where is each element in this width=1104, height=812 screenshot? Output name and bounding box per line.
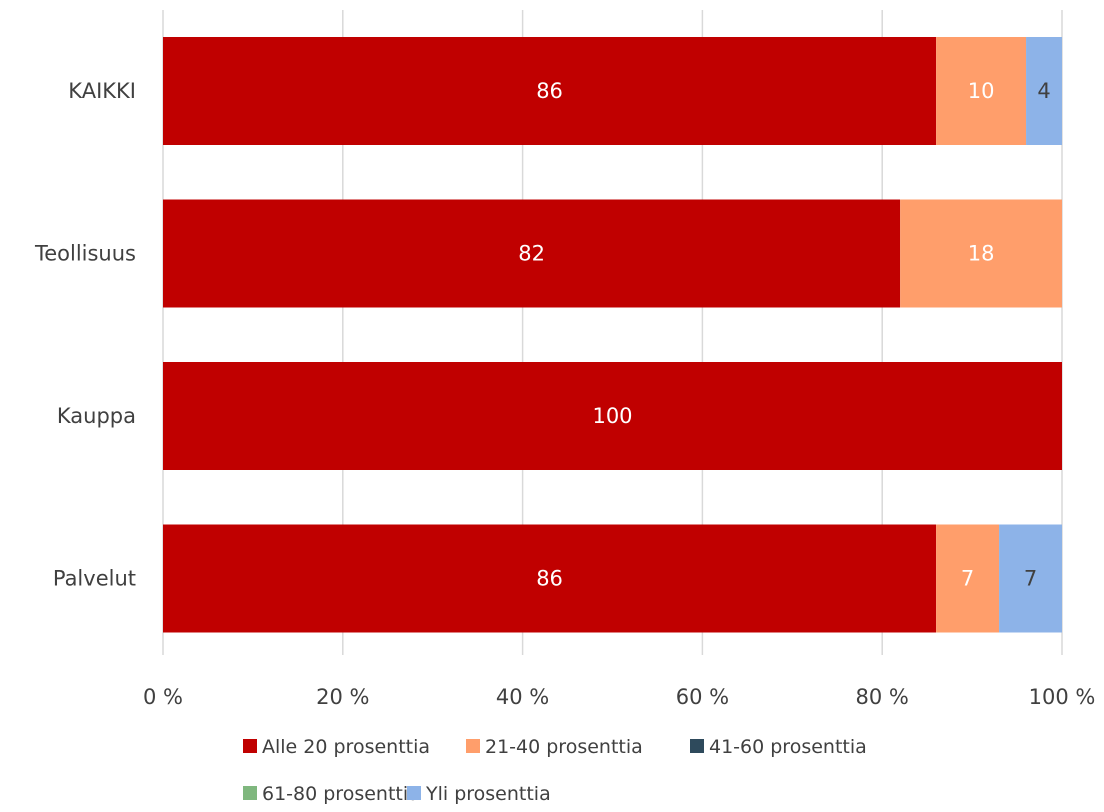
category-axis: KAIKKI Teollisuus Kauppa Palvelut xyxy=(34,79,136,591)
bar-segment xyxy=(900,199,1062,308)
category-label: Teollisuus xyxy=(34,242,136,266)
legend-label: 61-80 prosenttia xyxy=(262,783,420,805)
bar-segment xyxy=(1026,37,1062,145)
x-tick-label: 100 % xyxy=(1029,685,1096,709)
value-axis: 0 % 20 % 40 % 60 % 80 % 100 % xyxy=(143,685,1095,709)
category-label: Kauppa xyxy=(57,404,136,428)
legend-label: Yli prosenttia xyxy=(425,783,551,805)
data-label: 100 xyxy=(592,404,632,428)
data-label: 86 xyxy=(536,567,563,591)
data-label: 82 xyxy=(518,242,545,266)
legend-swatch xyxy=(466,739,480,753)
data-label: 10 xyxy=(968,79,995,103)
x-tick-label: 20 % xyxy=(316,685,369,709)
bar-segment xyxy=(936,37,1027,145)
legend-swatch xyxy=(407,786,421,800)
legend-swatch xyxy=(243,739,257,753)
x-tick-label: 40 % xyxy=(496,685,549,709)
x-tick-label: 60 % xyxy=(676,685,729,709)
x-tick-label: 80 % xyxy=(856,685,909,709)
data-label: 4 xyxy=(1037,79,1050,103)
category-label: KAIKKI xyxy=(68,79,136,103)
legend-label: Alle 20 prosenttia xyxy=(262,736,430,758)
bar-segment xyxy=(163,524,937,633)
bar-segment xyxy=(163,37,937,145)
legend: Alle 20 prosenttia 21-40 prosenttia 41-60 … xyxy=(243,736,867,805)
data-label: 86 xyxy=(536,79,563,103)
legend-label: 41-60 prosenttia xyxy=(709,736,867,758)
data-label: 18 xyxy=(968,242,995,266)
legend-swatch xyxy=(243,786,257,800)
category-label: Palvelut xyxy=(53,567,136,591)
data-label: 7 xyxy=(961,567,974,591)
bar-segment xyxy=(163,362,1062,470)
bar-series: 86 10 4 82 18 100 86 7 7 xyxy=(163,37,1062,633)
legend-swatch xyxy=(690,739,704,753)
legend-label: 21-40 prosenttia xyxy=(485,736,643,758)
x-tick-label: 0 % xyxy=(143,685,183,709)
bar-segment xyxy=(936,524,1000,633)
bar-segment xyxy=(999,524,1062,633)
bar-segment xyxy=(163,199,901,308)
data-label: 7 xyxy=(1024,567,1037,591)
